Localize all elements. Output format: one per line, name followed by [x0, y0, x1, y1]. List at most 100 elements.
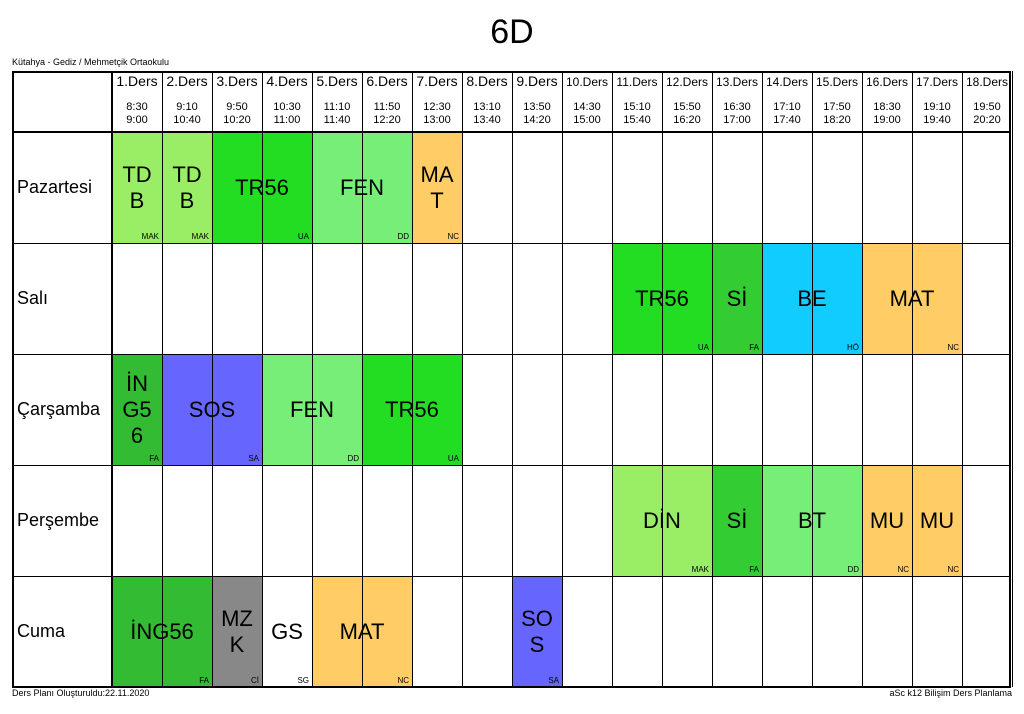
- lesson-teacher: MAK: [191, 232, 209, 241]
- lesson-teacher: FA: [149, 454, 159, 463]
- period-time: 15:10 15:40: [612, 101, 662, 127]
- software-credit: aSc k12 Bilişim Ders Planlama: [889, 688, 1012, 698]
- period-label: 16.Ders: [865, 75, 909, 89]
- period-header: 10.Ders 14:30 15:00: [562, 71, 612, 132]
- period-label: 5.Ders: [316, 73, 358, 89]
- period-header: 11.Ders 15:10 15:40: [612, 71, 662, 132]
- lesson-subject: Sİ: [726, 507, 748, 533]
- lesson-cell[interactable]: MZ K Cİ: [212, 576, 262, 687]
- grid-line-vertical: [312, 71, 313, 687]
- grid-line-vertical: [1012, 71, 1013, 687]
- lesson-teacher: HÖ: [847, 343, 859, 352]
- period-end: 12:20: [373, 114, 401, 126]
- grid-line-horizontal: [12, 354, 1011, 355]
- period-label: 10.Ders: [565, 75, 609, 89]
- lesson-teacher: DD: [347, 454, 359, 463]
- period-label: 12.Ders: [665, 75, 709, 89]
- period-label: 14.Ders: [765, 75, 809, 89]
- lesson-teacher: UA: [697, 343, 709, 352]
- grid-line-vertical: [462, 71, 463, 687]
- period-start: 14:30: [573, 101, 601, 113]
- period-start: 12:30: [423, 101, 451, 113]
- day-label: Pazartesi: [17, 177, 93, 197]
- lesson-subject: TD B: [122, 161, 152, 213]
- period-end: 11:00: [273, 114, 301, 126]
- grid-line-vertical: [212, 71, 213, 687]
- school-name: Kütahya - Gediz / Mehmetçik Ortaokulu: [12, 57, 170, 67]
- period-end: 19:00: [873, 114, 901, 126]
- period-label: 9.Ders: [516, 73, 558, 89]
- period-time: 13:50 14:20: [512, 101, 562, 127]
- lesson-cell[interactable]: Sİ FA: [712, 243, 762, 354]
- period-end: 15:40: [623, 114, 651, 126]
- period-time: 11:10 11:40: [312, 101, 362, 127]
- period-start: 9:50: [226, 101, 248, 113]
- period-time: 9:10 10:40: [162, 101, 212, 127]
- period-time: 12:30 13:00: [412, 101, 462, 127]
- grid-line-vertical: [712, 71, 713, 687]
- lesson-subject: SO S: [521, 605, 553, 657]
- period-time: 13:10 13:40: [462, 101, 512, 127]
- timetable-grid: TD B MAK TD B MAK TR56 UA FEN DD MA T NC TR56 UA Sİ F…: [12, 71, 1013, 688]
- period-label: 2.Ders: [166, 73, 208, 89]
- lesson-teacher: NC: [397, 676, 409, 685]
- period-end: 14:20: [523, 114, 551, 126]
- period-start: 11:50: [373, 101, 401, 113]
- lesson-cell[interactable]: MU NC: [862, 465, 912, 576]
- period-header: 16.Ders 18:30 19:00: [862, 71, 912, 132]
- grid-line-vertical: [111, 71, 113, 687]
- period-time: 14:30 15:00: [562, 101, 612, 127]
- lesson-cell[interactable]: TD B MAK: [112, 132, 162, 243]
- lesson-subject: MZ K: [221, 605, 253, 657]
- lesson-teacher: UA: [297, 232, 309, 241]
- period-header: 15.Ders 17:50 18:20: [812, 71, 862, 132]
- period-header: 2.Ders 9:10 10:40: [162, 71, 212, 132]
- period-header: 13.Ders 16:30 17:00: [712, 71, 762, 132]
- lesson-subject: TR56: [635, 285, 689, 311]
- period-header: 17.Ders 19:10 19:40: [912, 71, 962, 132]
- period-label: 7.Ders: [416, 73, 458, 89]
- period-start: 19:50: [973, 101, 1001, 113]
- period-start: 16:30: [723, 101, 751, 113]
- lesson-cell[interactable]: MU NC: [912, 465, 962, 576]
- period-header: 8.Ders 13:10 13:40: [462, 71, 512, 132]
- period-header: 6.Ders 11:50 12:20: [362, 71, 412, 132]
- lesson-cell[interactable]: TD B MAK: [162, 132, 212, 243]
- period-label: 8.Ders: [466, 73, 508, 89]
- period-start: 11:10: [323, 101, 351, 113]
- lesson-cell[interactable]: SO S SA: [512, 576, 562, 687]
- grid-line-vertical: [612, 71, 613, 687]
- grid-line-vertical: [362, 71, 363, 687]
- grid-line-vertical: [562, 71, 563, 687]
- period-end: 18:20: [823, 114, 851, 126]
- grid-line-horizontal: [12, 576, 1011, 577]
- lesson-cell[interactable]: Sİ FA: [712, 465, 762, 576]
- period-start: 19:10: [923, 101, 951, 113]
- lesson-cell[interactable]: MA T NC: [412, 132, 462, 243]
- lesson-cell[interactable]: GS SG: [262, 576, 312, 687]
- lesson-subject: MA T: [420, 161, 454, 213]
- period-label: 13.Ders: [715, 75, 759, 89]
- grid-line-vertical: [412, 71, 413, 687]
- period-end: 10:20: [223, 114, 251, 126]
- lesson-teacher: MAK: [141, 232, 159, 241]
- period-start: 17:50: [823, 101, 851, 113]
- grid-line-vertical: [862, 71, 863, 687]
- period-end: 13:00: [423, 114, 451, 126]
- period-label: 6.Ders: [366, 73, 408, 89]
- period-start: 15:50: [673, 101, 701, 113]
- lesson-teacher: NC: [447, 232, 459, 241]
- period-end: 15:00: [573, 114, 601, 126]
- period-start: 9:10: [176, 101, 198, 113]
- period-header: 14.Ders 17:10 17:40: [762, 71, 812, 132]
- period-end: 19:40: [923, 114, 951, 126]
- period-time: 9:50 10:20: [212, 101, 262, 127]
- lesson-teacher: SA: [548, 676, 559, 685]
- grid-line-horizontal: [12, 243, 1011, 244]
- lesson-subject: MU: [919, 507, 955, 533]
- period-end: 20:20: [973, 114, 1001, 126]
- lesson-subject: TR56: [385, 396, 439, 422]
- period-time: 17:50 18:20: [812, 101, 862, 127]
- page-title: 6D: [490, 13, 534, 51]
- lesson-cell[interactable]: İN G5 6 FA: [112, 354, 162, 465]
